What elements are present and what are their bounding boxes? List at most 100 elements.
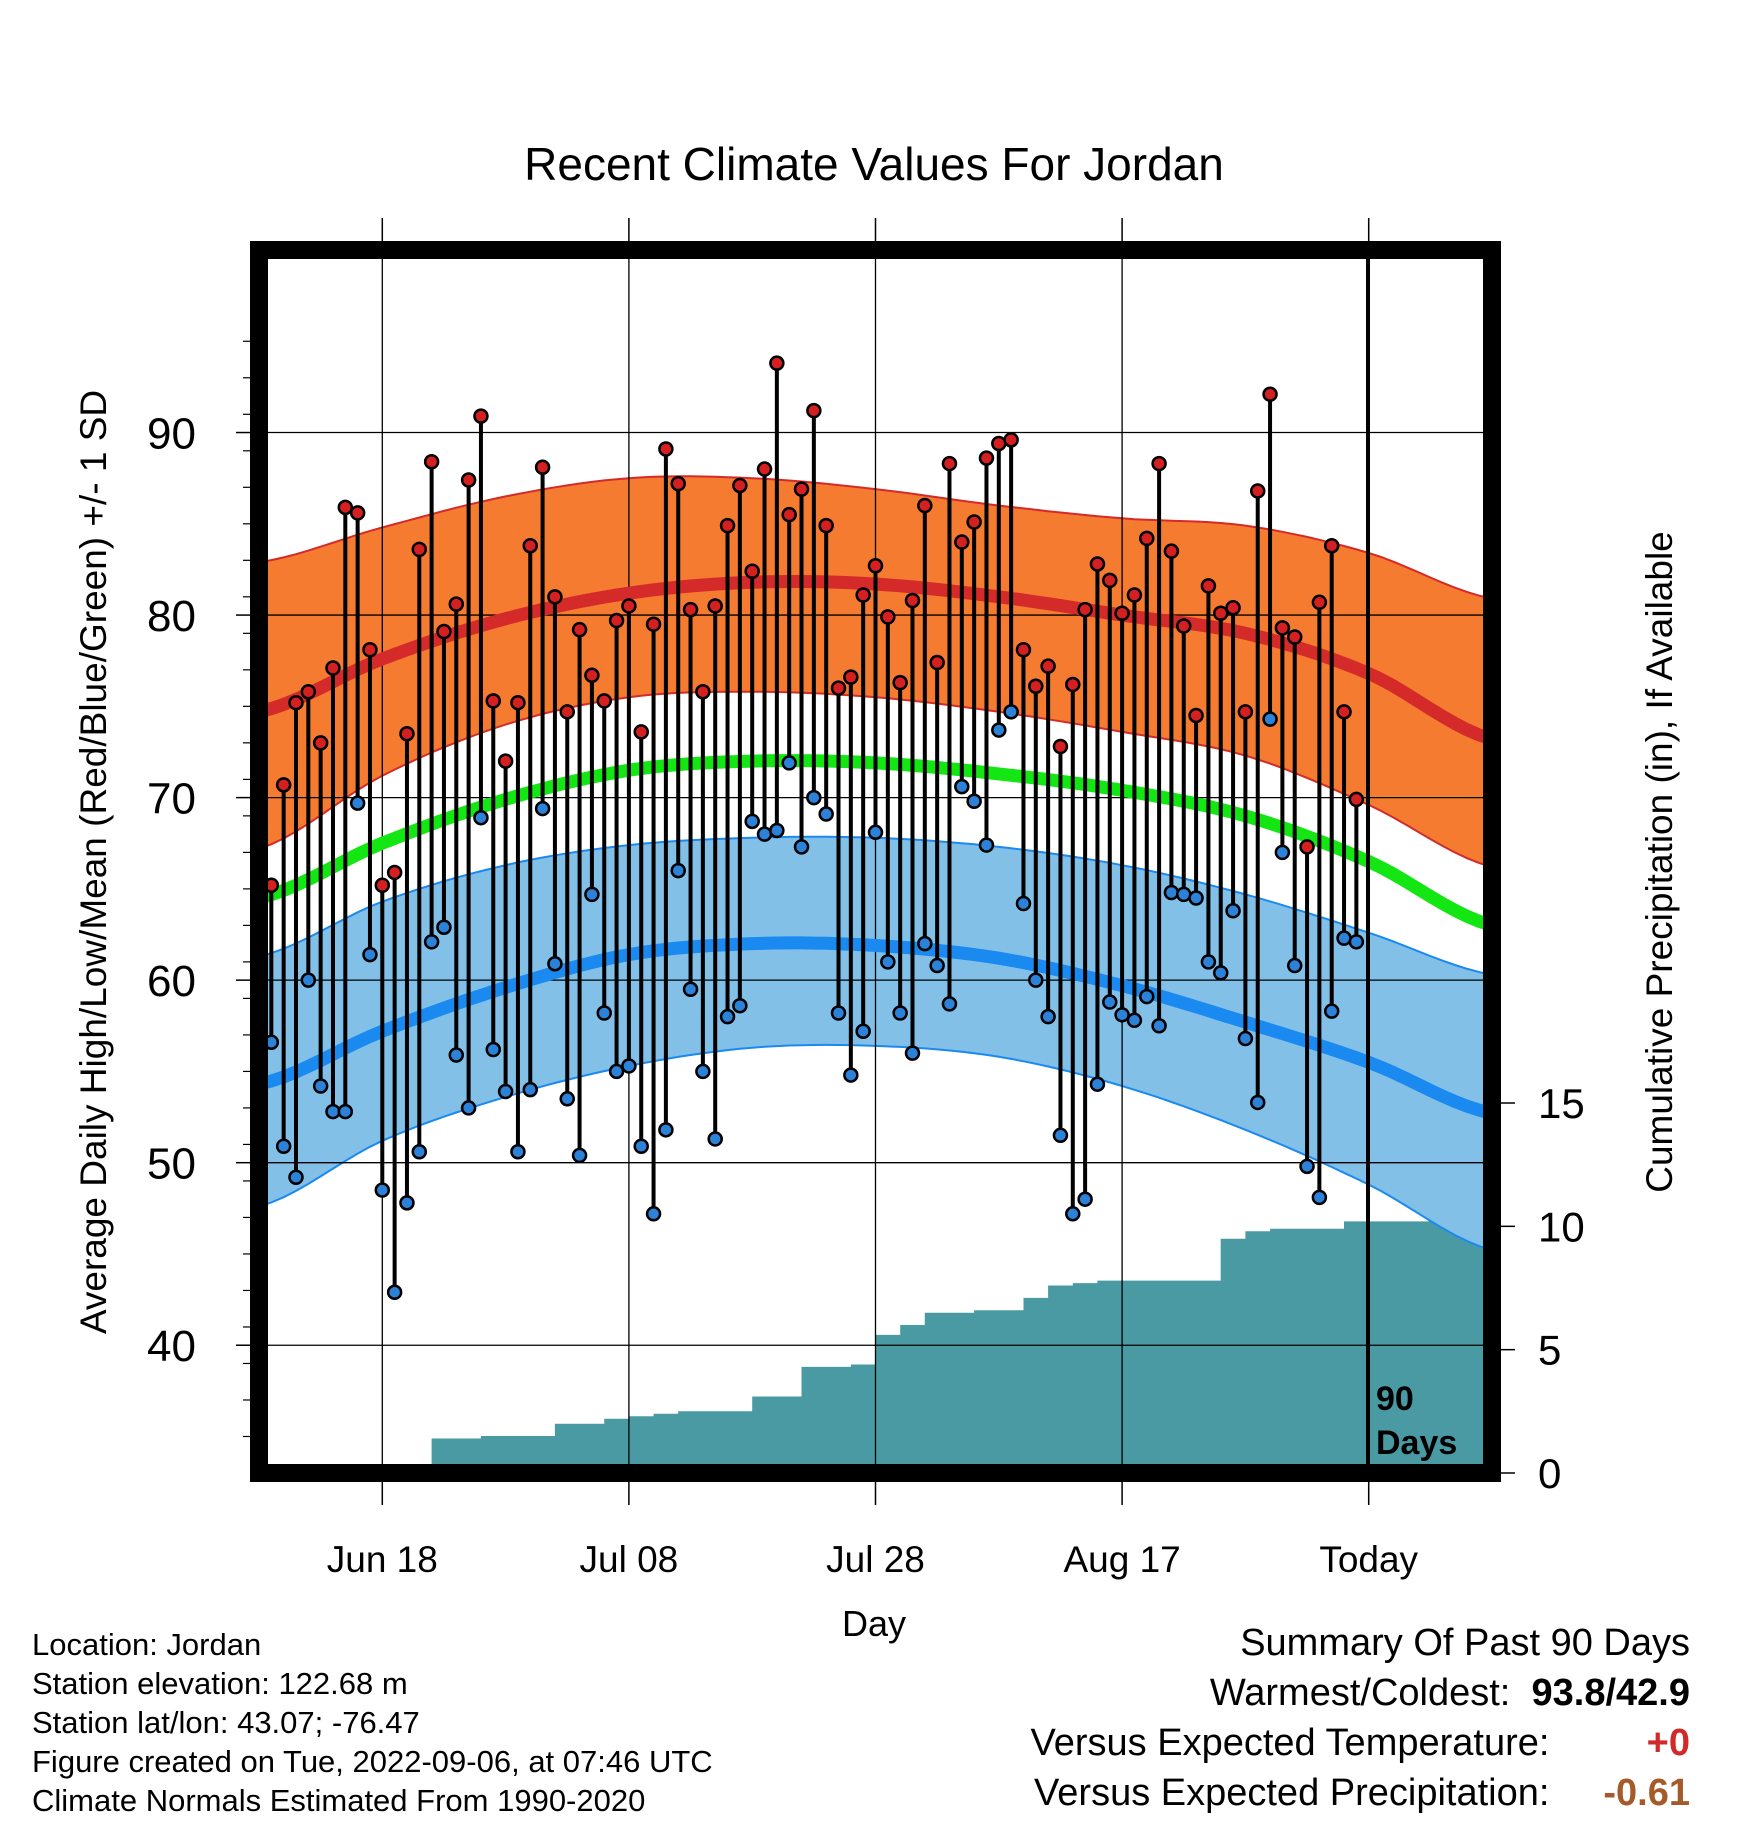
- daily-low-point: [880, 954, 896, 970]
- daily-low-point: [1040, 1008, 1056, 1025]
- x-tick-label: Jul 28: [826, 1539, 925, 1580]
- daily-low-point: [941, 996, 958, 1012]
- x-tick-label: Jul 08: [580, 1539, 679, 1580]
- daily-high-point: [1200, 578, 1217, 594]
- daily-high-point: [1139, 530, 1155, 547]
- daily-low-point: [300, 972, 317, 988]
- daily-low-point: [485, 1041, 502, 1058]
- daily-high-point: [880, 609, 896, 625]
- daily-high-point: [1163, 543, 1180, 559]
- daily-low-point: [448, 1047, 465, 1063]
- daily-high-point: [1311, 594, 1328, 611]
- normal-low-line: [259, 936, 1492, 1120]
- daily-high-point: [1188, 707, 1204, 724]
- daily-high-point: [1151, 455, 1167, 472]
- daily-low-point: [1015, 895, 1032, 912]
- precip-value: -0.61: [1603, 1772, 1690, 1814]
- daily-low-point: [1200, 954, 1217, 970]
- daily-high-point: [707, 598, 723, 614]
- daily-low-point: [978, 837, 995, 853]
- daily-low-point: [534, 800, 551, 817]
- x-tick-label: Jun 18: [327, 1539, 438, 1580]
- y-axis-label-left: Average Daily High/Low/Mean (Red/Blue/Gr…: [73, 390, 114, 1334]
- daily-high-point: [1077, 601, 1093, 618]
- daily-high-point: [349, 505, 366, 521]
- daily-low-point: [991, 722, 1007, 738]
- daily-low-point: [793, 839, 810, 855]
- daily-low-point: [744, 813, 760, 830]
- daily-low-point: [1188, 890, 1204, 906]
- plot-frame: [250, 241, 1501, 1482]
- daily-low-point: [399, 1195, 415, 1211]
- coldest-value: 42.9: [1616, 1672, 1690, 1714]
- daily-high-point: [1348, 791, 1365, 808]
- daily-high-point: [1102, 572, 1118, 589]
- y-left-tick-label: 90: [147, 410, 196, 459]
- daily-high-point: [559, 704, 575, 720]
- daily-high-point: [695, 683, 711, 700]
- daily-high-point: [904, 592, 921, 609]
- daily-high-point: [547, 589, 563, 605]
- temp-label: Versus Expected Temperature:: [1030, 1722, 1550, 1764]
- daily-high-point: [682, 601, 699, 618]
- daily-high-point: [978, 450, 995, 466]
- daily-low-point: [1139, 988, 1155, 1005]
- daily-high-point: [448, 596, 465, 612]
- daily-high-point: [411, 541, 428, 558]
- daily-high-point: [830, 680, 847, 696]
- daily-low-point: [645, 1206, 662, 1222]
- daily-low-point: [337, 1103, 354, 1120]
- daily-low-point: [1151, 1018, 1167, 1034]
- daily-high-point: [584, 667, 600, 684]
- daily-high-point: [1286, 629, 1303, 645]
- daily-high-point: [1225, 600, 1241, 616]
- warmest-value: 93.8: [1531, 1672, 1606, 1714]
- daily-low-point: [695, 1063, 711, 1080]
- daily-low-point: [1274, 844, 1291, 861]
- daily-high-point: [732, 477, 748, 494]
- daily-high-point: [485, 693, 502, 709]
- daily-high-point: [818, 517, 834, 534]
- daily-high-point: [1052, 738, 1069, 755]
- daily-high-point: [399, 725, 415, 742]
- daily-high-point: [929, 654, 945, 671]
- daily-low-point: [1065, 1206, 1081, 1222]
- daily-low-point: [830, 1005, 847, 1021]
- y-left-tick-label: 70: [147, 775, 196, 824]
- daily-low-point: [374, 1182, 391, 1198]
- daily-high-point: [645, 616, 662, 632]
- period-label: 90 Days: [1376, 1380, 1457, 1462]
- daily-high-point: [473, 408, 489, 424]
- daily-high-point: [744, 563, 760, 580]
- daily-low-point: [608, 1063, 625, 1080]
- daily-high-point: [769, 355, 785, 371]
- daily-high-point: [954, 534, 970, 550]
- station-info: Location: Jordan Station elevation: 122.…: [32, 1625, 713, 1820]
- daily-low-point: [547, 955, 563, 972]
- daily-low-point: [855, 1023, 871, 1040]
- daily-high-point: [966, 514, 982, 530]
- daily-low-point: [892, 1005, 908, 1021]
- daily-low-point: [867, 824, 884, 841]
- daily-high-point: [1212, 605, 1229, 621]
- daily-low-point: [1052, 1127, 1069, 1144]
- daily-high-point: [275, 777, 292, 793]
- daily-low-point: [411, 1143, 428, 1160]
- precip-label: Versus Expected Precipitation:: [1034, 1772, 1550, 1814]
- daily-low-point: [473, 809, 489, 826]
- daily-low-point: [1299, 1158, 1315, 1175]
- daily-high-point: [510, 694, 526, 711]
- daily-high-point: [941, 455, 958, 472]
- daily-low-point: [707, 1131, 723, 1147]
- daily-low-point: [1163, 884, 1180, 901]
- x-tick-label: Aug 17: [1063, 1539, 1180, 1580]
- temp-value: +0: [1646, 1722, 1690, 1764]
- daily-high-point: [1336, 704, 1352, 720]
- x-tick-label: Today: [1319, 1539, 1418, 1580]
- daily-high-point: [793, 481, 810, 497]
- daily-high-point: [621, 598, 637, 614]
- daily-low-point: [1102, 994, 1118, 1010]
- daily-low-point: [1126, 1012, 1143, 1029]
- daily-low-point: [1176, 886, 1192, 903]
- warm-cold-separator: /: [1605, 1672, 1617, 1714]
